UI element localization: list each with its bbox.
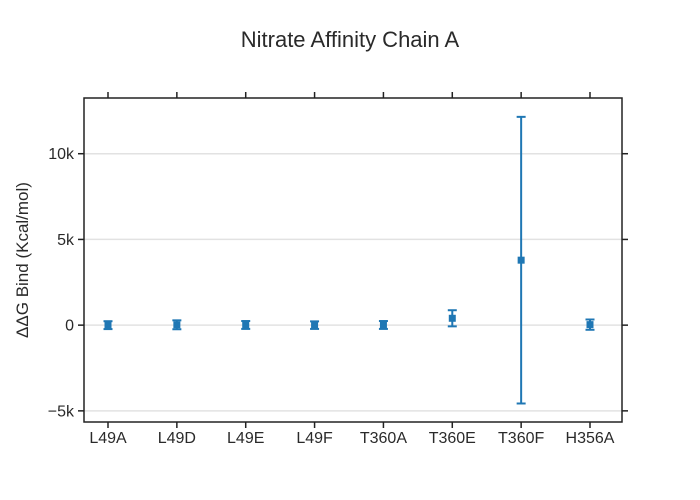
x-tick-label: T360A xyxy=(360,430,407,447)
x-tick-label: L49E xyxy=(227,430,264,447)
chart-title: Nitrate Affinity Chain A xyxy=(240,27,460,52)
data-point-marker[interactable] xyxy=(586,321,594,329)
y-tick-label: 0 xyxy=(65,318,74,335)
y-tick-label: 10k xyxy=(48,146,75,163)
data-point-marker[interactable] xyxy=(242,321,250,329)
x-tick-label: T360E xyxy=(429,430,476,447)
data-point-marker[interactable] xyxy=(104,321,112,329)
x-tick-label: L49F xyxy=(296,430,333,447)
y-tick-label: −5k xyxy=(48,403,75,420)
data-point-marker[interactable] xyxy=(448,314,456,322)
x-tick-label: H356A xyxy=(566,430,615,447)
x-tick-label: T360F xyxy=(498,430,544,447)
plot-border xyxy=(83,97,623,423)
data-point-marker[interactable] xyxy=(517,256,525,264)
data-point-marker[interactable] xyxy=(311,321,319,329)
data-point-marker[interactable] xyxy=(173,321,181,329)
y-tick-label: 5k xyxy=(57,232,75,249)
x-tick-label: L49D xyxy=(158,430,196,447)
data-point-marker[interactable] xyxy=(379,321,387,329)
x-tick-label: L49A xyxy=(89,430,127,447)
